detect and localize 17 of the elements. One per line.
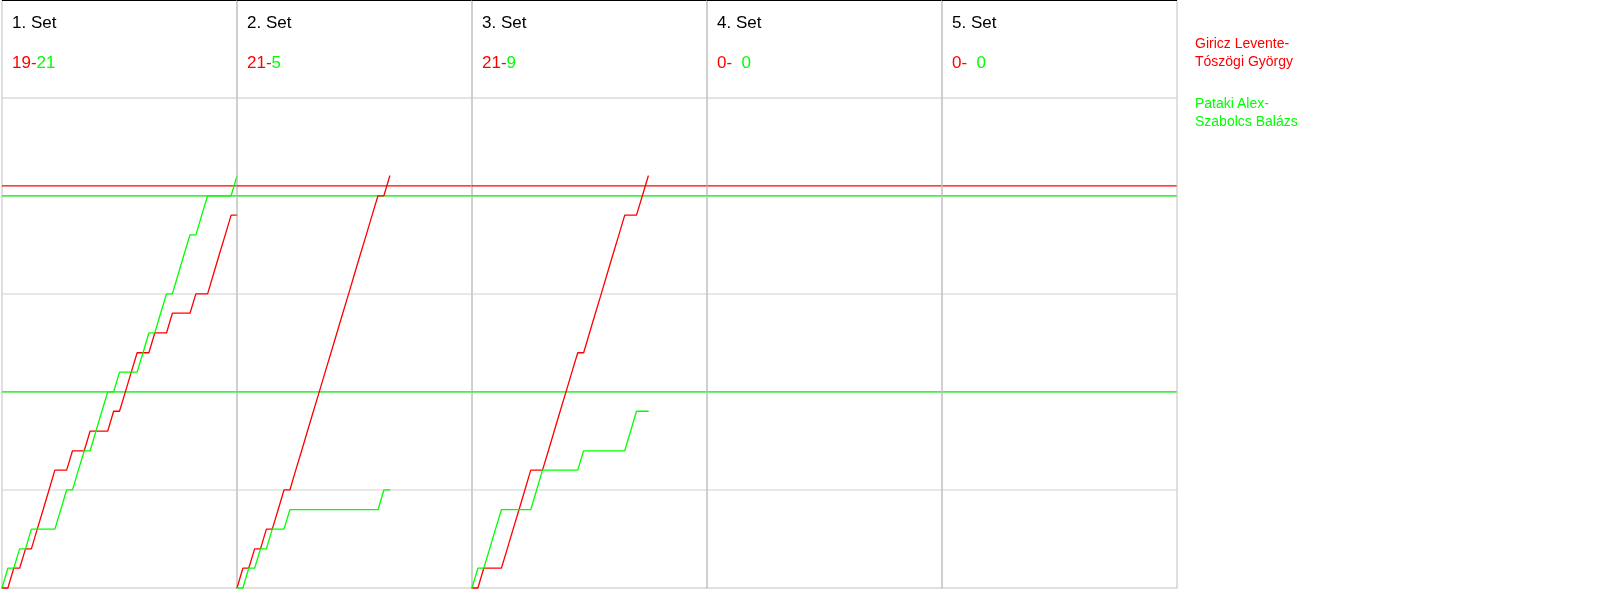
text: 4. Set xyxy=(717,13,762,32)
text: 0- xyxy=(717,53,742,72)
text: 5. Set xyxy=(952,13,997,32)
text: Giricz Levente- Tószögi György xyxy=(1195,35,1294,69)
text: 21- xyxy=(247,53,272,72)
text: 21- xyxy=(482,53,507,72)
text: 0 xyxy=(976,53,987,72)
chart-title: 3. Set xyxy=(482,13,527,32)
text: 9 xyxy=(506,53,517,72)
text: 0- xyxy=(952,53,977,72)
text: 0 xyxy=(741,53,752,72)
text: 19- xyxy=(12,53,37,72)
text: 5 xyxy=(271,53,282,72)
chart-title: 2. Set xyxy=(247,13,292,32)
chart-title: 1. Set xyxy=(12,13,57,32)
text: 21 xyxy=(36,53,56,72)
text: Pataki Alex- Szabolcs Balázs xyxy=(1195,95,1298,129)
